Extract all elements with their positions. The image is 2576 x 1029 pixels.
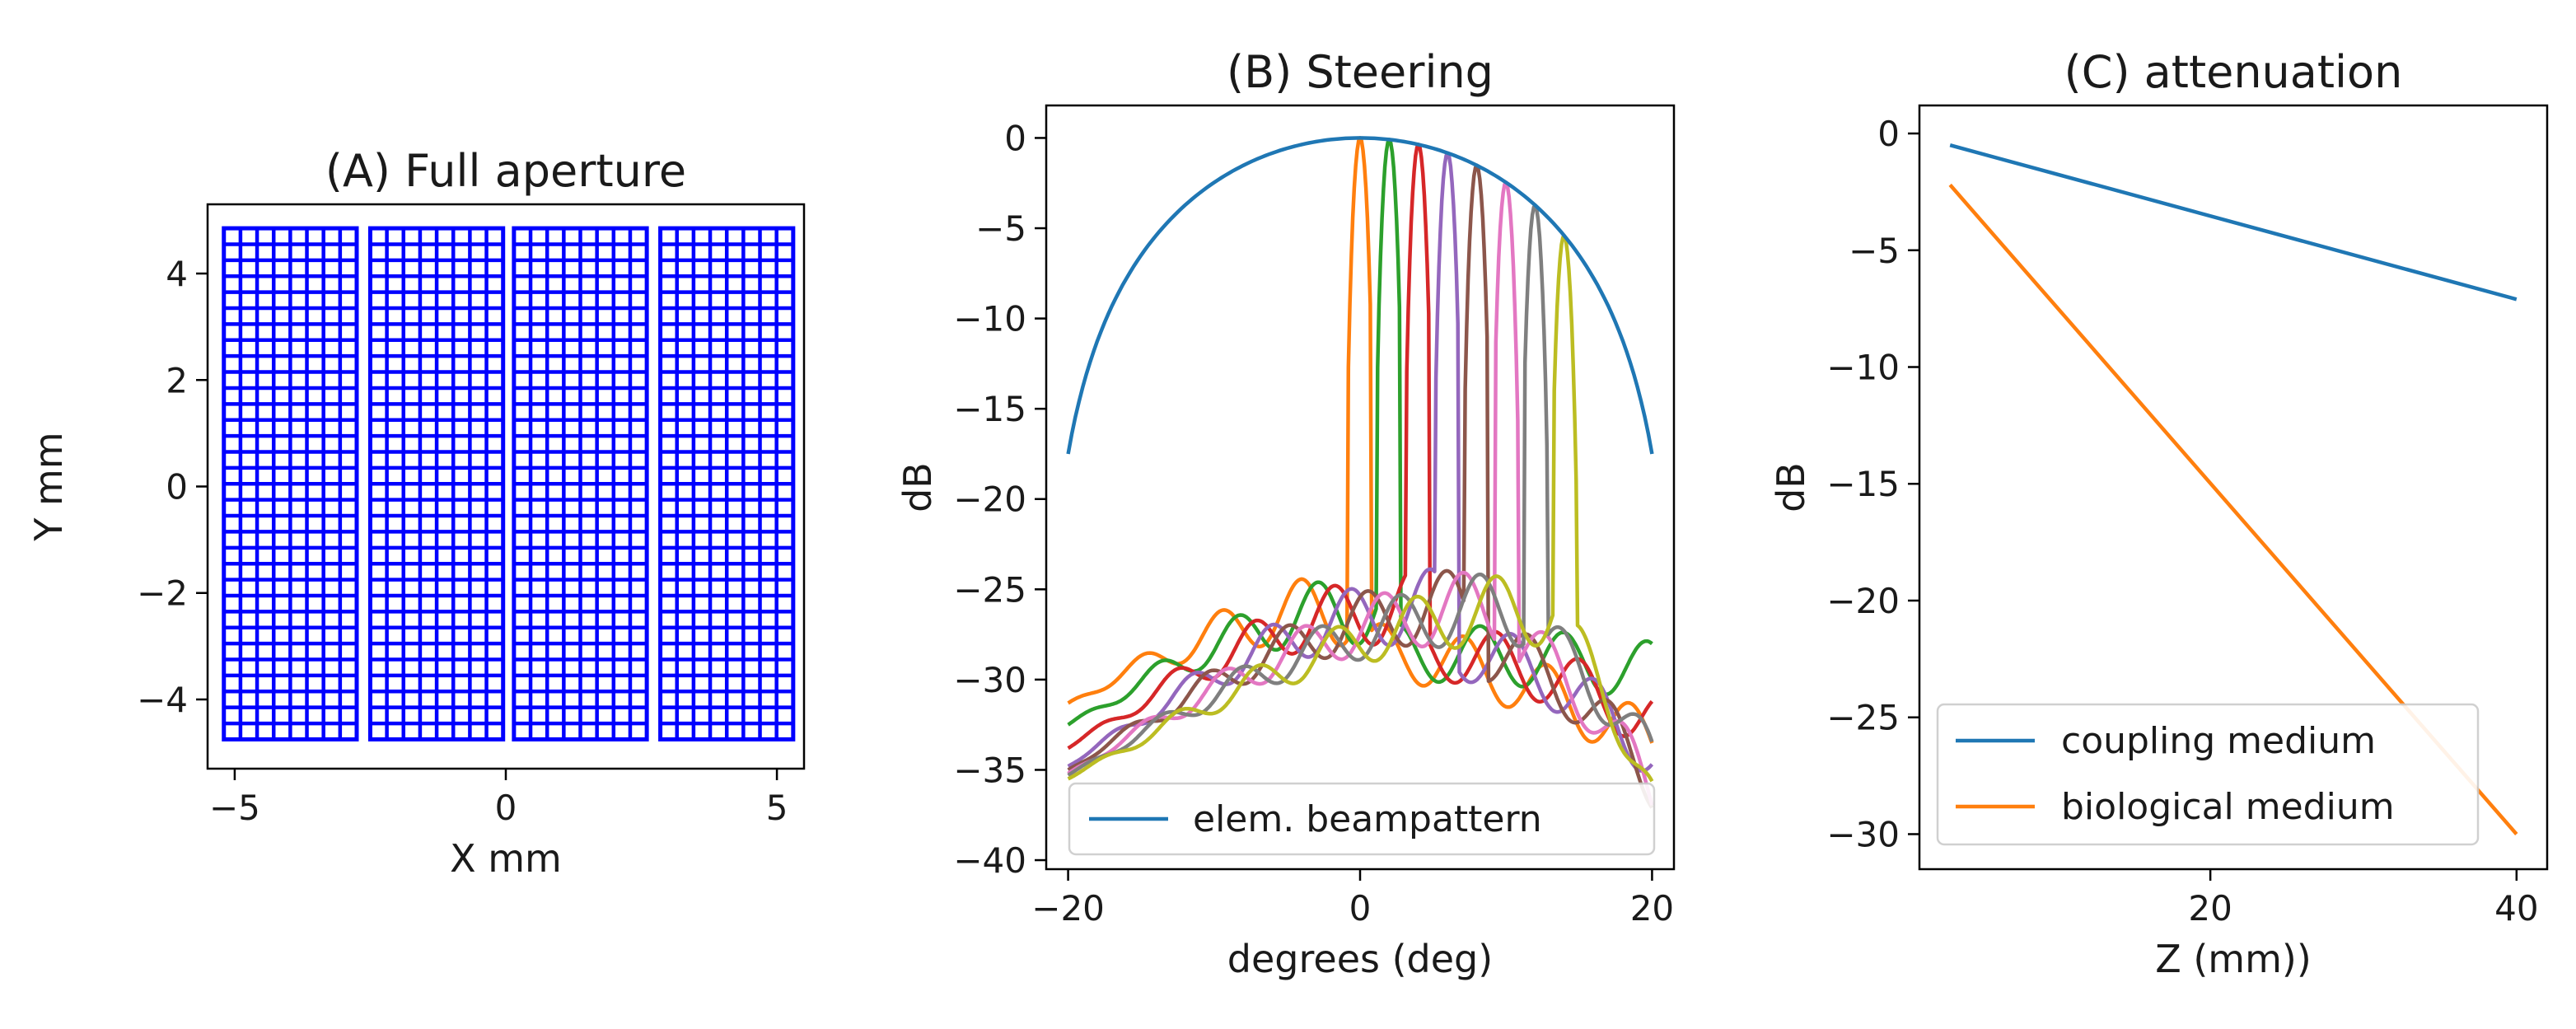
steered-beam-line (1067, 138, 1653, 727)
panel-b-steering: (B) Steering −20 0 20 0 −5 −10 −15 −20 −25 −30 −35 −… (895, 46, 1676, 981)
steered-beam-line (1067, 234, 1654, 783)
x-axis-label: Z (mm)) (2155, 937, 2312, 981)
element-grid (222, 226, 796, 741)
y-tick-label: −2 (137, 573, 188, 614)
y-axis-label: dB (895, 462, 940, 512)
legend: elem. beampattern (1068, 782, 1656, 856)
legend-entry: elem. beampattern (1193, 798, 1542, 840)
y-tick-label: −15 (953, 389, 1026, 429)
y-tick-label: 4 (166, 254, 188, 294)
x-tick-label: 40 (2494, 888, 2538, 928)
y-axis-label: Y mm (26, 432, 71, 541)
y-tick-label: 2 (166, 360, 188, 400)
element-tile (658, 226, 796, 741)
y-tick-label: −35 (953, 750, 1026, 790)
y-tick-label: 0 (166, 467, 188, 507)
panel-c-attenuation: (C) attenuation 20 40 0 −5 −10 −15 −20 −25 −30 Z (… (1769, 46, 2549, 981)
y-tick-label: −5 (975, 208, 1026, 249)
steered-beam-line (1067, 180, 1654, 806)
steered-beam-line (1067, 163, 1654, 809)
chart-title: (C) attenuation (2064, 46, 2403, 98)
element-tile (367, 226, 506, 741)
legend-box (1068, 782, 1656, 856)
y-tick-label: −40 (953, 840, 1026, 881)
y-tick-label: −10 (953, 299, 1026, 339)
axes-frame (1918, 104, 2549, 871)
y-tick-label: 0 (1877, 114, 1900, 154)
plot-area (1066, 136, 1654, 809)
steered-beam-line (1067, 203, 1654, 777)
y-tick-label: −30 (953, 660, 1026, 700)
y-tick-label: −5 (1849, 231, 1900, 271)
y-tick-label: 0 (1004, 118, 1026, 158)
y-tick-label: −25 (953, 569, 1026, 610)
legend-entry: biological medium (2061, 786, 2395, 828)
axes-frame (1045, 104, 1676, 871)
x-tick-label: 20 (2188, 888, 2232, 928)
panel-a-full-aperture: (A) Full aperture −5 0 5 −4 −2 0 2 4 X mm Y mm (26, 145, 806, 881)
y-tick-label: −4 (137, 680, 188, 720)
x-tick-label: 20 (1630, 888, 1674, 928)
chart-title: (B) Steering (1227, 46, 1494, 98)
x-axis-label: degrees (deg) (1227, 937, 1493, 981)
legend-entry: coupling medium (2061, 720, 2376, 762)
x-tick-label: 0 (495, 788, 517, 828)
element-tile (512, 226, 649, 741)
x-tick-label: −20 (1031, 888, 1105, 928)
x-axis-label: X mm (450, 836, 562, 881)
y-tick-label: −10 (1826, 348, 1900, 388)
legend: coupling medium biological medium (1936, 703, 2480, 846)
legend-box (1936, 703, 2480, 846)
x-tick-label: 0 (1349, 888, 1372, 928)
series-line-0 (1949, 143, 2518, 302)
y-tick-label: −20 (953, 479, 1026, 520)
axes-frame (206, 203, 806, 770)
y-tick-label: −20 (1826, 581, 1900, 621)
y-tick-label: −25 (1826, 698, 1900, 738)
x-tick-label: 5 (766, 788, 788, 828)
y-tick-label: −30 (1826, 814, 1900, 854)
y-axis-label: dB (1769, 462, 1813, 512)
x-tick-label: −5 (209, 788, 260, 828)
elem-beampattern-line (1066, 136, 1654, 455)
chart-title: (A) Full aperture (325, 145, 686, 197)
steered-beam-line (1067, 136, 1654, 744)
element-tile (222, 226, 359, 741)
y-tick-label: −15 (1826, 464, 1900, 504)
